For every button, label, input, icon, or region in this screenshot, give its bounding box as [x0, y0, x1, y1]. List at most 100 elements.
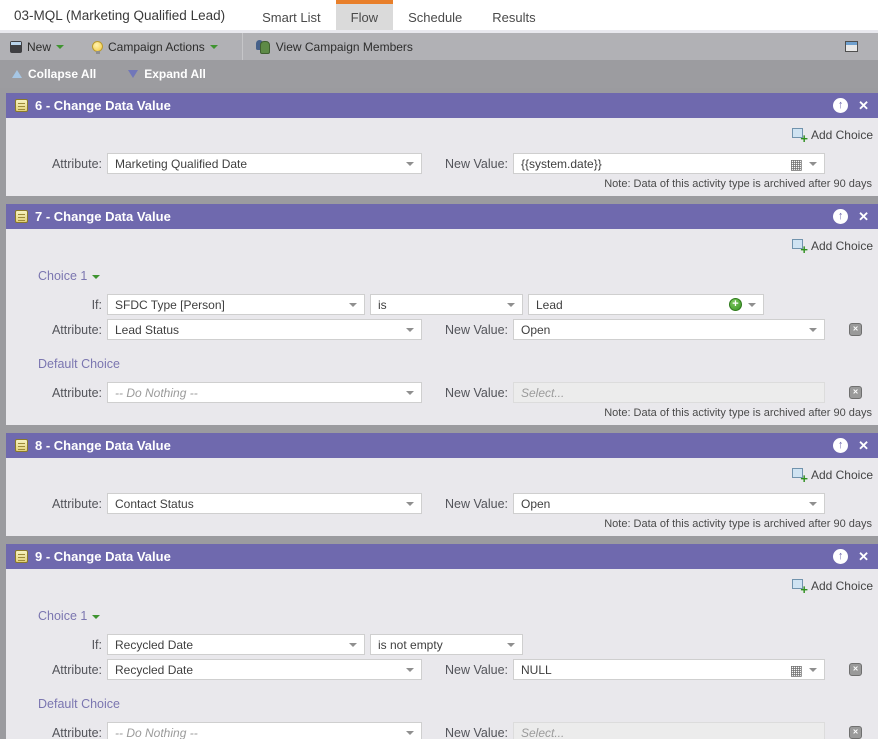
flow-canvas: 6 - Change Data Value ↑ ✕ Add Choice Att…: [0, 88, 878, 739]
add-choice-button[interactable]: Add Choice: [791, 467, 873, 485]
archive-note: Note: Data of this activity type is arch…: [604, 407, 872, 419]
close-icon[interactable]: ✕: [858, 209, 869, 224]
choice-label[interactable]: Choice 1: [38, 269, 88, 283]
add-choice-button[interactable]: Add Choice: [791, 127, 873, 145]
tab-results[interactable]: Results: [492, 9, 536, 25]
new-value-label: New Value:: [445, 725, 508, 739]
new-value-label: New Value:: [445, 385, 508, 400]
step-title: 8 - Change Data Value: [35, 438, 171, 453]
new-label: New: [27, 39, 52, 54]
people-icon: [255, 39, 271, 54]
step-header[interactable]: 9 - Change Data Value ↑ ✕: [6, 544, 878, 569]
attribute-label: Attribute:: [51, 662, 102, 677]
change-data-value-icon: [15, 439, 28, 452]
lightbulb-icon: [92, 41, 104, 54]
add-choice-label: Add Choice: [810, 238, 873, 253]
default-attribute-select[interactable]: -- Do Nothing --: [107, 722, 422, 739]
view-campaign-members-button[interactable]: View Campaign Members: [255, 39, 413, 54]
flow-step-6: 6 - Change Data Value ↑ ✕ Add Choice Att…: [6, 93, 878, 196]
step-title: 6 - Change Data Value: [35, 98, 171, 113]
campaign-actions-button[interactable]: Campaign Actions: [92, 40, 218, 54]
chevron-down-icon[interactable]: [92, 615, 101, 619]
chevron-down-icon: [349, 302, 357, 307]
move-step-icon[interactable]: ↑: [833, 209, 849, 224]
close-icon[interactable]: ✕: [858, 98, 869, 113]
operator-select[interactable]: is: [370, 294, 523, 315]
collapse-all-button[interactable]: Collapse All: [12, 67, 96, 81]
if-field-select[interactable]: Recycled Date: [107, 634, 365, 655]
move-step-icon[interactable]: ↑: [833, 549, 849, 564]
chevron-down-icon: [809, 667, 817, 672]
default-choice-label: Default Choice: [38, 697, 120, 711]
chevron-down-icon[interactable]: [92, 275, 101, 279]
campaign-actions-label: Campaign Actions: [108, 39, 205, 54]
add-choice-icon: [791, 467, 808, 485]
chevron-down-icon: [406, 501, 414, 506]
attribute-select[interactable]: Lead Status: [107, 319, 422, 340]
add-choice-label: Add Choice: [810, 578, 873, 593]
change-data-value-icon: [15, 210, 28, 223]
change-data-value-icon: [15, 550, 28, 563]
choice-label[interactable]: Choice 1: [38, 609, 88, 623]
move-step-icon[interactable]: ↑: [833, 438, 849, 453]
if-label: If:: [91, 637, 102, 652]
new-value-field[interactable]: {{system.date}} ▦: [513, 153, 825, 174]
close-icon[interactable]: ✕: [858, 438, 869, 453]
close-icon[interactable]: ✕: [858, 549, 869, 564]
tab-schedule[interactable]: Schedule: [408, 9, 463, 25]
default-new-value-field: Select...: [513, 722, 825, 739]
toolbar-separator: [241, 33, 243, 60]
calendar-icon[interactable]: ▦: [789, 661, 803, 678]
chevron-down-icon: [809, 327, 817, 332]
new-value-select[interactable]: Open: [513, 493, 825, 514]
chevron-down-icon: [809, 161, 817, 166]
step-header[interactable]: 7 - Change Data Value ↑ ✕: [6, 204, 878, 229]
expand-all-button[interactable]: Expand All: [128, 67, 206, 81]
new-icon: [10, 40, 22, 53]
operator-select[interactable]: is not empty: [370, 634, 523, 655]
if-label: If:: [91, 297, 102, 312]
change-data-value-icon: [15, 99, 28, 112]
attribute-label: Attribute:: [51, 156, 102, 171]
step-header[interactable]: 8 - Change Data Value ↑ ✕: [6, 433, 878, 458]
chevron-down-icon: [809, 501, 817, 506]
move-step-icon[interactable]: ↑: [833, 98, 849, 113]
new-value-field[interactable]: NULL ▦: [513, 659, 825, 680]
archive-note: Note: Data of this activity type is arch…: [604, 178, 872, 190]
calendar-icon[interactable]: ▦: [789, 155, 803, 172]
expand-all-label: Expand All: [144, 67, 206, 81]
default-new-value-field: Select...: [513, 382, 825, 403]
add-value-icon[interactable]: +: [729, 298, 742, 311]
chevron-down-icon: [507, 302, 515, 307]
if-value-field[interactable]: Lead +: [528, 294, 764, 315]
remove-choice-icon[interactable]: ✕: [849, 323, 862, 336]
attribute-select[interactable]: Recycled Date: [107, 659, 422, 680]
add-choice-label: Add Choice: [810, 467, 873, 482]
add-choice-label: Add Choice: [810, 127, 873, 142]
if-field-select[interactable]: SFDC Type [Person]: [107, 294, 365, 315]
step-header[interactable]: 6 - Change Data Value ↑ ✕: [6, 93, 878, 118]
flow-step-8: 8 - Change Data Value ↑ ✕ Add Choice Att…: [6, 433, 878, 536]
remove-choice-icon[interactable]: ✕: [849, 663, 862, 676]
step-title: 9 - Change Data Value: [35, 549, 171, 564]
default-attribute-select[interactable]: -- Do Nothing --: [107, 382, 422, 403]
remove-choice-icon[interactable]: ✕: [849, 386, 862, 399]
new-value-select[interactable]: Open: [513, 319, 825, 340]
new-button[interactable]: New: [10, 39, 65, 54]
tab-flow[interactable]: Flow: [335, 0, 394, 30]
chevron-down-icon: [209, 44, 218, 49]
add-choice-button[interactable]: Add Choice: [791, 238, 873, 256]
attribute-label: Attribute:: [51, 322, 102, 337]
tab-smart-list[interactable]: Smart List: [262, 9, 321, 25]
step-body: Add Choice Attribute: Marketing Qualifie…: [6, 118, 878, 196]
remove-choice-icon[interactable]: ✕: [849, 726, 862, 739]
attribute-select[interactable]: Contact Status: [107, 493, 422, 514]
chevron-down-icon: [406, 667, 414, 672]
tabs: Smart List Flow Schedule Results: [247, 0, 551, 30]
chevron-down-icon: [406, 327, 414, 332]
browser-window-icon[interactable]: [845, 41, 858, 52]
attribute-select[interactable]: Marketing Qualified Date: [107, 153, 422, 174]
tab-bar: 03-MQL (Marketing Qualified Lead) Smart …: [0, 0, 878, 30]
collapse-all-label: Collapse All: [28, 67, 97, 81]
add-choice-button[interactable]: Add Choice: [791, 578, 873, 596]
